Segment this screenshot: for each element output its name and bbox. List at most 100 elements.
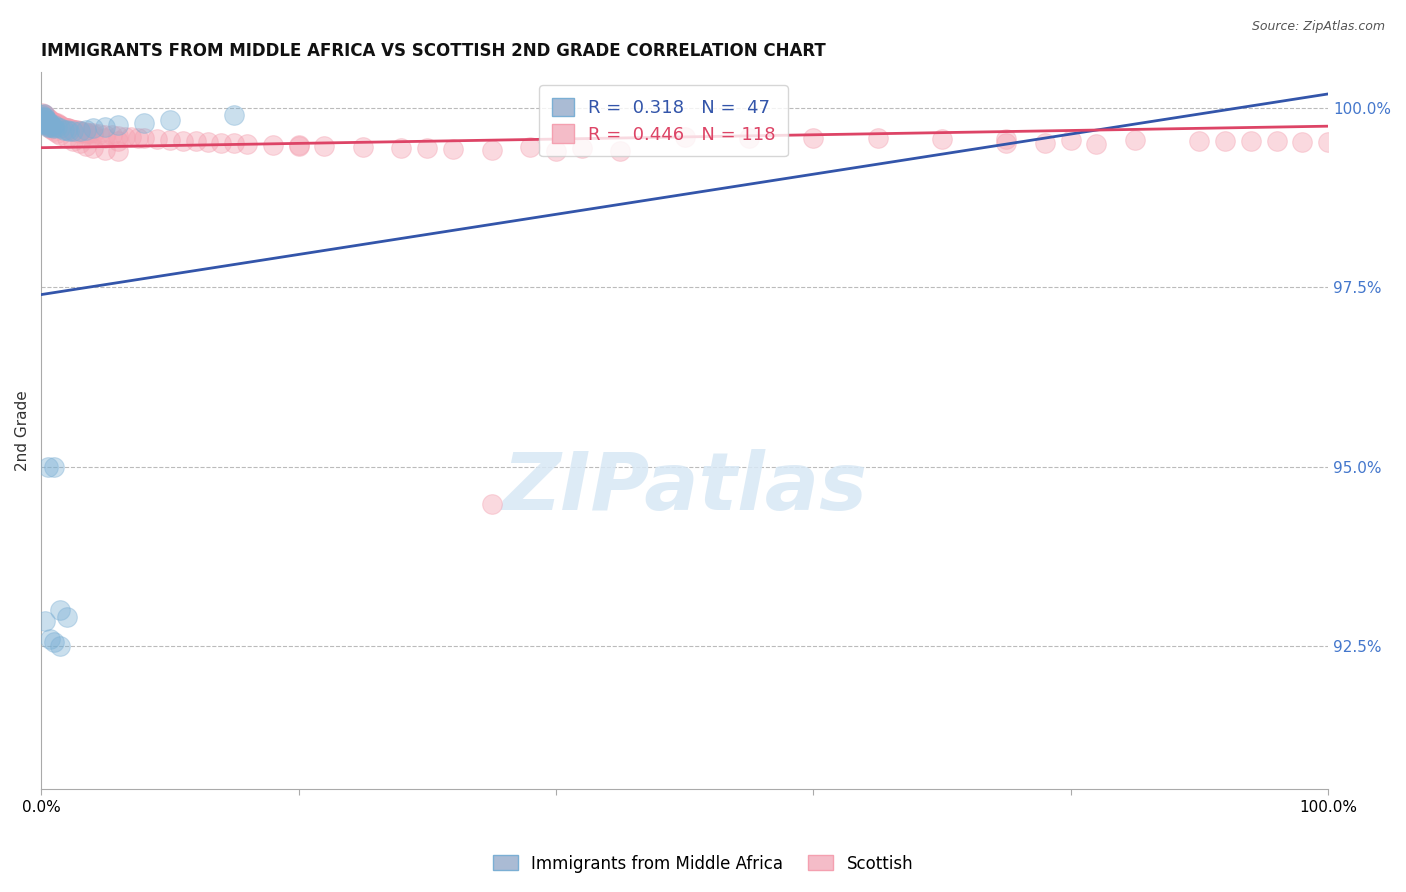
Point (45, 118, 67, 132)
Point (82, 121, 104, 136)
Point (236, 137, 259, 152)
Point (159, 112, 181, 127)
Point (51, 120, 73, 134)
Point (107, 145, 129, 159)
Point (82, 141, 104, 155)
Point (42, 459, 65, 474)
Point (53, 120, 76, 135)
Point (34, 108, 56, 122)
Point (172, 134, 194, 148)
Point (32, 108, 55, 122)
Point (49, 128, 72, 143)
Point (37, 111, 59, 125)
Point (34, 112, 56, 126)
Point (45, 116, 67, 130)
Point (42, 119, 65, 133)
Point (31, 108, 53, 122)
Point (62, 134, 84, 148)
Point (52, 120, 75, 134)
Point (31, 114, 53, 128)
Point (49, 119, 72, 133)
Point (38, 112, 60, 126)
Point (31, 112, 53, 126)
Point (56, 121, 79, 136)
Point (72, 125, 94, 139)
Point (1188, 134, 1211, 148)
Point (41, 122, 63, 136)
Point (1060, 133, 1083, 147)
Point (38, 116, 60, 130)
Point (42, 635, 65, 649)
Point (107, 129, 129, 144)
Point (931, 132, 953, 146)
Point (609, 145, 631, 159)
Point (127, 130, 149, 145)
Legend: Immigrants from Middle Africa, Scottish: Immigrants from Middle Africa, Scottish (486, 848, 920, 880)
Point (1317, 135, 1340, 149)
Point (39, 117, 62, 131)
Point (107, 119, 129, 133)
Point (35, 116, 58, 130)
Point (866, 131, 889, 145)
Point (1033, 136, 1056, 151)
Point (56, 131, 79, 145)
Point (35, 110, 58, 124)
Point (37, 112, 59, 127)
Point (31, 108, 53, 122)
Point (41, 115, 63, 129)
Point (801, 131, 824, 145)
Point (42, 121, 65, 136)
Point (1213, 134, 1236, 148)
Point (738, 130, 761, 145)
Point (197, 135, 219, 149)
Point (32, 112, 55, 127)
Point (31, 117, 53, 131)
Point (76, 126, 98, 140)
Point (60, 122, 83, 136)
Point (107, 134, 129, 148)
Point (38, 119, 60, 133)
Point (56, 610, 79, 624)
Point (79, 126, 101, 140)
Point (49, 121, 72, 136)
Point (53, 122, 76, 136)
Text: IMMIGRANTS FROM MIDDLE AFRICA VS SCOTTISH 2ND GRADE CORRELATION CHART: IMMIGRANTS FROM MIDDLE AFRICA VS SCOTTIS… (41, 42, 825, 60)
Point (75, 127, 97, 141)
Point (37, 115, 59, 129)
Point (59, 122, 82, 136)
Point (1085, 137, 1108, 152)
Point (224, 108, 246, 122)
Point (1123, 133, 1146, 147)
Point (49, 639, 72, 653)
Point (46, 118, 69, 132)
Point (32, 107, 55, 121)
Y-axis label: 2nd Grade: 2nd Grade (15, 391, 30, 471)
Point (37, 120, 59, 134)
Point (544, 144, 567, 158)
Point (45, 126, 67, 140)
Point (41, 119, 63, 133)
Point (37, 117, 59, 131)
Point (42, 116, 65, 130)
Legend: R =  0.318   N =  47, R =  0.446   N = 118: R = 0.318 N = 47, R = 0.446 N = 118 (540, 85, 789, 156)
Point (416, 141, 439, 155)
Point (391, 141, 413, 155)
Point (58, 124, 80, 138)
Point (1265, 134, 1288, 148)
Point (1240, 134, 1263, 148)
Point (49, 603, 72, 617)
Text: ZIPatlas: ZIPatlas (502, 450, 868, 527)
Point (62, 124, 84, 138)
Point (31, 110, 53, 124)
Point (132, 131, 155, 145)
Point (35, 112, 58, 126)
Point (262, 137, 284, 152)
Point (32, 115, 55, 129)
Point (73, 125, 96, 139)
Point (34, 111, 56, 125)
Point (481, 143, 503, 157)
Point (69, 124, 91, 138)
Point (481, 497, 503, 511)
Point (37, 118, 59, 132)
Point (120, 130, 142, 145)
